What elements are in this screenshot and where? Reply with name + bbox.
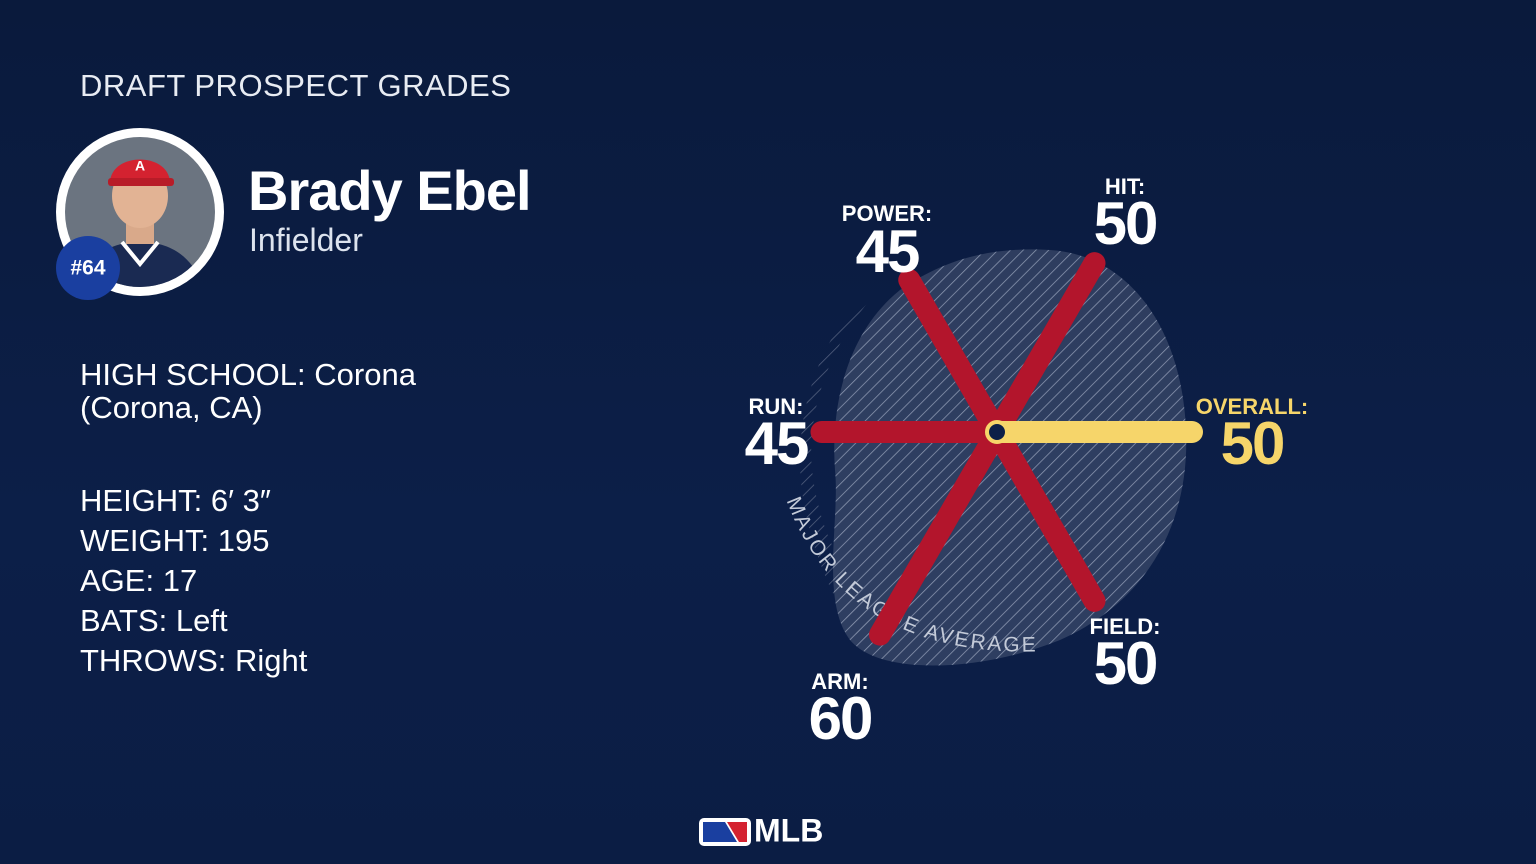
- grade-spoke: [986, 421, 1106, 612]
- stat-row: HEIGHT: 6′ 3″: [80, 481, 307, 521]
- stat-label: BATS:: [80, 603, 168, 638]
- grade-value: 45: [745, 410, 808, 477]
- stat-label: HEIGHT:: [80, 483, 203, 518]
- detail-value: Corona (Corona, CA): [80, 357, 416, 425]
- stat-row: BATS: Left: [80, 601, 307, 641]
- stat-value: 17: [162, 563, 198, 598]
- grade-value: 50: [1221, 410, 1284, 477]
- svg-text:A: A: [135, 158, 145, 174]
- player-name: Brady Ebel: [248, 159, 532, 222]
- stat-row: THROWS: Right: [80, 641, 307, 681]
- grade-value: 45: [856, 218, 919, 285]
- grade-spoke: [869, 421, 1008, 646]
- footer-logo: MLB: [699, 812, 823, 848]
- center-dot: [985, 420, 1009, 444]
- stat-value: Left: [175, 603, 228, 638]
- stat-value: 195: [217, 523, 270, 558]
- stats: HEIGHT: 6′ 3″ WEIGHT: 195 AGE: 17 BATS: Lef…: [80, 481, 307, 681]
- grade-spoke: [898, 269, 1008, 443]
- player-position: Infielder: [249, 222, 363, 258]
- stat-value: Right: [235, 643, 308, 678]
- player-number: #64: [70, 257, 105, 280]
- grade-label: ARM:: [811, 669, 868, 694]
- grade-value: 50: [1094, 190, 1157, 257]
- stat-label: WEIGHT:: [80, 523, 210, 558]
- grade-label: HIT:: [1105, 174, 1145, 199]
- stat-row: WEIGHT: 195: [80, 521, 307, 561]
- grade-spoke: [986, 252, 1106, 443]
- grade-value: 60: [809, 685, 872, 752]
- detail-label: HIGH SCHOOL:: [80, 357, 306, 392]
- grade-label: FIELD:: [1090, 614, 1161, 639]
- grade-value: 50: [1094, 630, 1157, 697]
- stat-label: AGE:: [80, 563, 155, 598]
- grade-label: RUN:: [749, 394, 804, 419]
- grade-label: POWER:: [842, 201, 932, 226]
- stat-value: 6′ 3″: [210, 483, 271, 518]
- player-photo: A #64: [56, 128, 224, 300]
- stat-label: THROWS:: [80, 643, 227, 678]
- logo-text: MLB: [754, 812, 823, 848]
- grade-label: OVERALL:: [1196, 394, 1308, 419]
- title: DRAFT PROSPECT GRADES: [80, 68, 512, 103]
- high-school: HIGH SCHOOL: Corona (Corona, CA): [80, 358, 450, 424]
- average-outer-hatch: [800, 270, 900, 640]
- stat-row: AGE: 17: [80, 561, 307, 601]
